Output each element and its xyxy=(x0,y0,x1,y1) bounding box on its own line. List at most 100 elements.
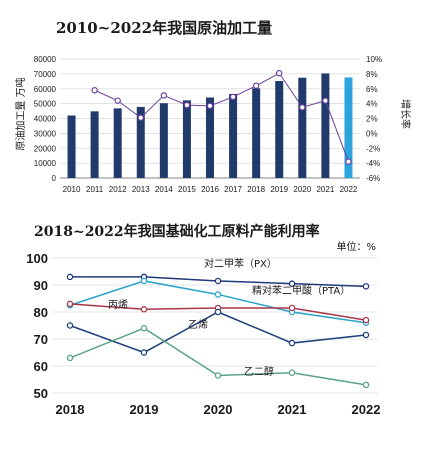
chart-card-bottom: 2018~2022年我国基础化工原料产能利用率 单位：% 100 90 80 70 60… xyxy=(4,210,424,450)
series-point xyxy=(214,372,222,379)
bar xyxy=(252,88,261,178)
series-point xyxy=(66,322,74,329)
x-tick-label: 2021 xyxy=(316,185,334,194)
series-label: 乙二醇 xyxy=(244,365,274,378)
x-tick-label: 2020 xyxy=(293,185,311,194)
right-tick-label: 6% xyxy=(366,85,378,94)
y-tick-label: 60 xyxy=(34,359,48,374)
bar xyxy=(90,111,99,178)
x-tick-label: 2013 xyxy=(132,185,150,194)
right-tick-label: 4% xyxy=(366,100,378,109)
x-tick-label: 2016 xyxy=(201,185,219,194)
series-point xyxy=(66,354,74,362)
y-tick-label: 80 xyxy=(34,305,48,320)
series-label: 丙烯 xyxy=(108,298,128,311)
series-label: 精对苯二甲酸（PTA） xyxy=(252,284,350,297)
series-point xyxy=(66,300,74,308)
series-point xyxy=(362,316,370,324)
growth-point xyxy=(276,69,283,77)
chart-title: 2010~2022年我国原油加工量 xyxy=(56,19,272,37)
growth-point xyxy=(137,114,144,121)
right-tick-label: -6% xyxy=(366,174,380,183)
x-tick-label: 2021 xyxy=(278,402,307,417)
series-label: 乙烯 xyxy=(188,318,208,331)
left-tick-label: 80000 xyxy=(34,55,57,64)
series-point xyxy=(214,277,222,285)
y-tick-label: 90 xyxy=(34,278,48,293)
x-tick-label: 2019 xyxy=(130,402,159,417)
series-point xyxy=(66,273,74,281)
unit-label: 单位：% xyxy=(336,240,376,253)
x-tick-label: 2012 xyxy=(109,185,127,194)
series-point xyxy=(288,280,296,287)
growth-point xyxy=(252,82,260,89)
right-tick-label: -4% xyxy=(366,159,380,168)
growth-point xyxy=(91,87,98,94)
chart-title: 2018~2022年我国基础化工原料产能利用率 xyxy=(34,223,320,240)
series-point xyxy=(140,349,148,356)
bar xyxy=(159,103,168,178)
series-point xyxy=(214,308,222,316)
bar xyxy=(206,97,214,178)
growth-point xyxy=(345,158,352,165)
right-tick-label: 0% xyxy=(366,129,378,138)
left-axis-label: 原油加工量 万吨 xyxy=(14,77,27,150)
x-tick-label: 2019 xyxy=(270,185,288,194)
series-point xyxy=(362,381,370,389)
x-tick-label: 2010 xyxy=(63,185,81,194)
x-tick-label: 2022 xyxy=(352,402,381,417)
left-tick-label: 0 xyxy=(52,174,57,183)
oil-processing-chart: 2010~2022年我国原油加工量 原油加工量 万吨 增长率 80000 7000… xyxy=(14,19,412,194)
left-tick-label: 40000 xyxy=(34,115,57,124)
left-tick-label: 20000 xyxy=(34,144,57,153)
bar xyxy=(344,77,353,178)
bar xyxy=(275,81,284,178)
y-tick-label: 100 xyxy=(26,251,48,266)
x-tick-label: 2017 xyxy=(224,185,242,194)
y-tick-label: 70 xyxy=(34,332,48,347)
x-tick-label: 2015 xyxy=(178,185,196,194)
growth-point xyxy=(229,93,237,101)
series-point xyxy=(140,277,148,285)
growth-point xyxy=(160,92,168,99)
right-tick-label: -2% xyxy=(366,144,380,153)
left-tick-label: 60000 xyxy=(34,85,57,94)
bar xyxy=(67,115,76,178)
series-point xyxy=(362,331,370,339)
x-tick-label: 2022 xyxy=(340,185,358,194)
x-tick-label: 2020 xyxy=(204,402,233,417)
series-point xyxy=(214,291,222,298)
series-point xyxy=(140,306,148,313)
y-tick-label: 50 xyxy=(34,386,48,401)
x-tick-label: 2018 xyxy=(247,185,265,194)
bar xyxy=(229,93,238,178)
bar xyxy=(182,100,191,178)
series-point xyxy=(140,324,148,332)
chart-card-top: 2010~2022年我国原油加工量 原油加工量 万吨 增长率 80000 7000… xyxy=(4,4,424,204)
series-point xyxy=(288,304,296,312)
bar xyxy=(113,108,122,178)
left-tick-label: 70000 xyxy=(34,70,57,79)
series-point xyxy=(288,369,296,376)
growth-point xyxy=(114,97,121,104)
bar xyxy=(136,106,145,178)
x-tick-label: 2018 xyxy=(56,402,85,417)
right-tick-label: 8% xyxy=(366,70,378,79)
growth-point xyxy=(322,97,329,104)
bar xyxy=(298,77,307,178)
series-label: 对二甲苯（PX） xyxy=(204,257,277,270)
series-point xyxy=(288,339,296,347)
bar xyxy=(321,73,330,178)
x-tick-label: 2011 xyxy=(86,185,104,194)
utilization-chart: 2018~2022年我国基础化工原料产能利用率 单位：% 100 90 80 70 60… xyxy=(26,223,381,417)
left-tick-label: 30000 xyxy=(34,129,57,138)
left-tick-label: 10000 xyxy=(34,159,57,168)
growth-point xyxy=(183,101,191,109)
growth-point xyxy=(299,104,306,111)
series-line xyxy=(69,311,367,354)
x-tick-label: 2014 xyxy=(155,185,173,194)
growth-point xyxy=(206,102,214,110)
series-point xyxy=(362,283,370,290)
left-tick-label: 50000 xyxy=(34,100,57,109)
